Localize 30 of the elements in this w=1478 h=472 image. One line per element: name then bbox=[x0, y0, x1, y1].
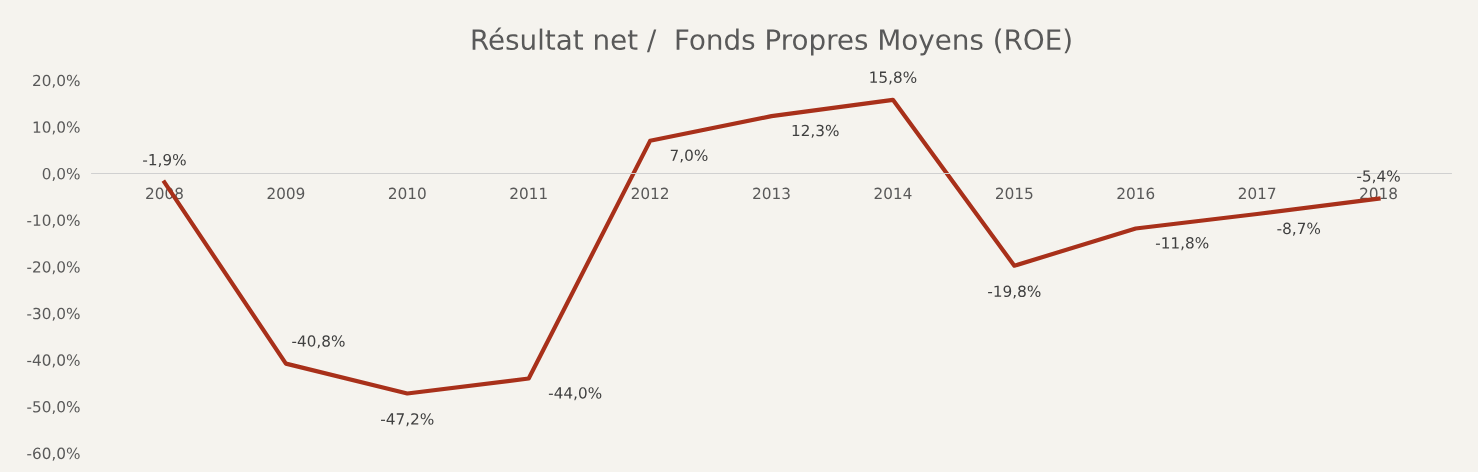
data-label: -47,2% bbox=[381, 413, 434, 427]
y-tick-label: 0,0% bbox=[42, 167, 80, 182]
y-tick-label: -60,0% bbox=[27, 447, 80, 461]
x-tick-label: 2016 bbox=[1117, 187, 1155, 200]
data-label: -5,4% bbox=[1357, 170, 1400, 184]
y-tick-label: -20,0% bbox=[27, 261, 80, 275]
x-tick-label: 2014 bbox=[874, 187, 912, 200]
x-tick-label: 2015 bbox=[996, 187, 1033, 200]
chart-title: Résultat net / Fonds Propres Moyens (ROE) bbox=[472, 27, 1071, 56]
y-tick-label: -40,0% bbox=[27, 354, 80, 368]
data-label: -8,7% bbox=[1277, 222, 1321, 236]
data-label: -11,8% bbox=[1155, 237, 1209, 251]
y-tick-label: -50,0% bbox=[27, 400, 80, 415]
data-label: 15,8% bbox=[870, 71, 917, 85]
y-tick-label: -30,0% bbox=[27, 307, 80, 321]
x-tick-label: 2010 bbox=[388, 187, 426, 200]
data-label: -1,9% bbox=[143, 153, 186, 168]
data-label: -40,8% bbox=[292, 335, 345, 349]
x-tick-label: 2013 bbox=[753, 187, 790, 200]
data-label: -44,0% bbox=[548, 387, 602, 401]
x-tick-label: 2012 bbox=[631, 187, 669, 200]
y-tick-label: 20,0% bbox=[33, 74, 80, 88]
data-label: -19,8% bbox=[988, 285, 1041, 299]
x-tick-label: 2017 bbox=[1238, 187, 1276, 200]
x-tick-label: 2011 bbox=[510, 187, 547, 200]
y-tick-label: 10,0% bbox=[33, 121, 80, 135]
y-tick-label: -10,0% bbox=[27, 214, 80, 228]
x-tick-label: 2009 bbox=[267, 187, 305, 200]
data-label: 12,3% bbox=[792, 124, 839, 138]
data-label: 7,0% bbox=[670, 149, 708, 163]
